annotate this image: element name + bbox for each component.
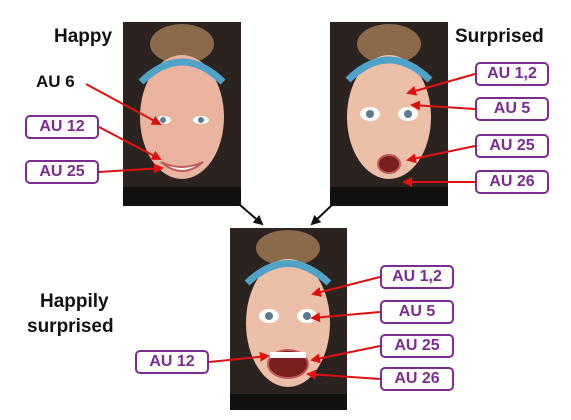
au12-box-happy: AU 12 [25,115,99,139]
au5-box-combined: AU 5 [380,300,454,324]
au1-2-box-combined: AU 1,2 [380,265,454,289]
surprised-face-photo [330,22,448,206]
happy-title: Happy [54,26,113,47]
arrow-happy-to-combined [239,204,264,226]
au25-box-happy: AU 25 [25,160,99,184]
au25-box-combined: AU 25 [380,334,454,358]
happily-surprised-title-line2: surprised [27,316,114,337]
au6-label-happy: AU 6 [36,72,75,91]
au26-box-surprised: AU 26 [475,170,549,194]
surprised-title: Surprised [455,26,544,47]
happily-surprised-face-photo [230,228,347,410]
au25-box-surprised: AU 25 [475,134,549,158]
happy-face-photo [123,22,241,206]
au12-box-combined: AU 12 [135,350,209,374]
au26-box-combined: AU 26 [380,367,454,391]
happily-surprised-title-line1: Happily [40,291,109,312]
arrow-surprised-to-combined [310,204,333,226]
au1-2-box-surprised: AU 1,2 [475,62,549,86]
au5-box-surprised: AU 5 [475,97,549,121]
